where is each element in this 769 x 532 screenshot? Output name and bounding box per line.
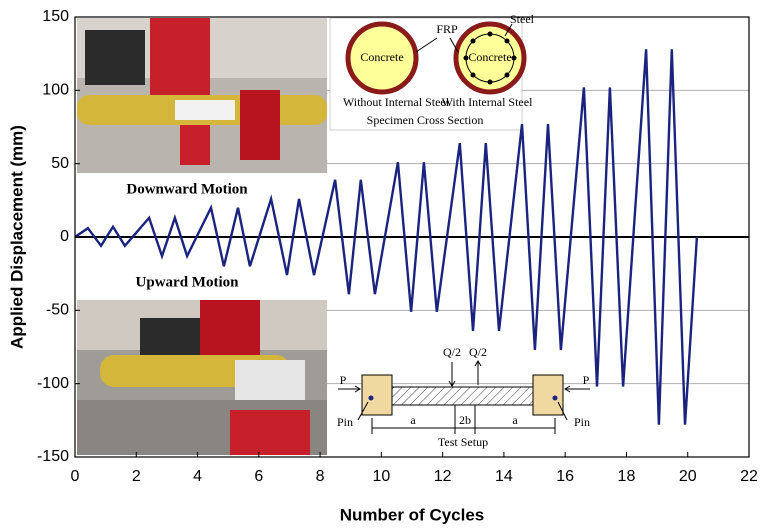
annotation: Specimen Cross Section <box>367 113 484 127</box>
photo-downward <box>77 18 327 173</box>
annotation: Pin <box>574 415 590 429</box>
caption: Downward Motion <box>126 181 248 197</box>
y-tick-label: 0 <box>60 228 69 245</box>
annotation: Without Internal Steel <box>343 95 450 109</box>
photo-upward <box>77 300 327 455</box>
x-tick-label: 12 <box>434 468 452 485</box>
annotation: P <box>340 373 347 387</box>
annotation: a <box>512 413 518 427</box>
y-tick-label: -150 <box>37 448 69 465</box>
annotation: Q/2 <box>469 345 487 359</box>
annotation: With Internal Steel <box>442 95 533 109</box>
annotation: Pin <box>337 415 353 429</box>
x-tick-label: 22 <box>740 468 758 485</box>
y-tick-label: -100 <box>37 375 69 392</box>
y-tick-label: 150 <box>42 8 69 25</box>
annotation: Q/2 <box>443 345 461 359</box>
y-axis-label: Applied Displacement (mm) <box>7 125 26 349</box>
caption: Upward Motion <box>136 274 240 290</box>
chart: Downward Motion Upward Motion Concrete C… <box>0 0 769 527</box>
annotation: Concrete <box>468 50 511 64</box>
y-tick-label: -50 <box>46 302 69 319</box>
y-tick-label: 50 <box>51 155 69 172</box>
annotation: Concrete <box>360 50 403 64</box>
x-tick-label: 0 <box>71 468 80 485</box>
x-tick-label: 18 <box>618 468 636 485</box>
annotation: P <box>583 373 590 387</box>
annotation: Steel <box>510 12 535 26</box>
x-tick-label: 20 <box>679 468 697 485</box>
x-tick-label: 6 <box>254 468 263 485</box>
x-tick-label: 2 <box>132 468 141 485</box>
x-tick-label: 8 <box>316 468 325 485</box>
x-axis-label: Number of Cycles <box>340 505 485 524</box>
annotation: FRP <box>436 22 458 36</box>
annotation: 2b <box>459 413 471 427</box>
annotation: a <box>410 413 416 427</box>
x-tick-label: 10 <box>372 468 390 485</box>
x-tick-label: 4 <box>193 468 202 485</box>
x-tick-label: 16 <box>556 468 574 485</box>
y-tick-label: 100 <box>42 82 69 99</box>
x-tick-label: 14 <box>495 468 513 485</box>
annotation: Test Setup <box>438 435 488 449</box>
